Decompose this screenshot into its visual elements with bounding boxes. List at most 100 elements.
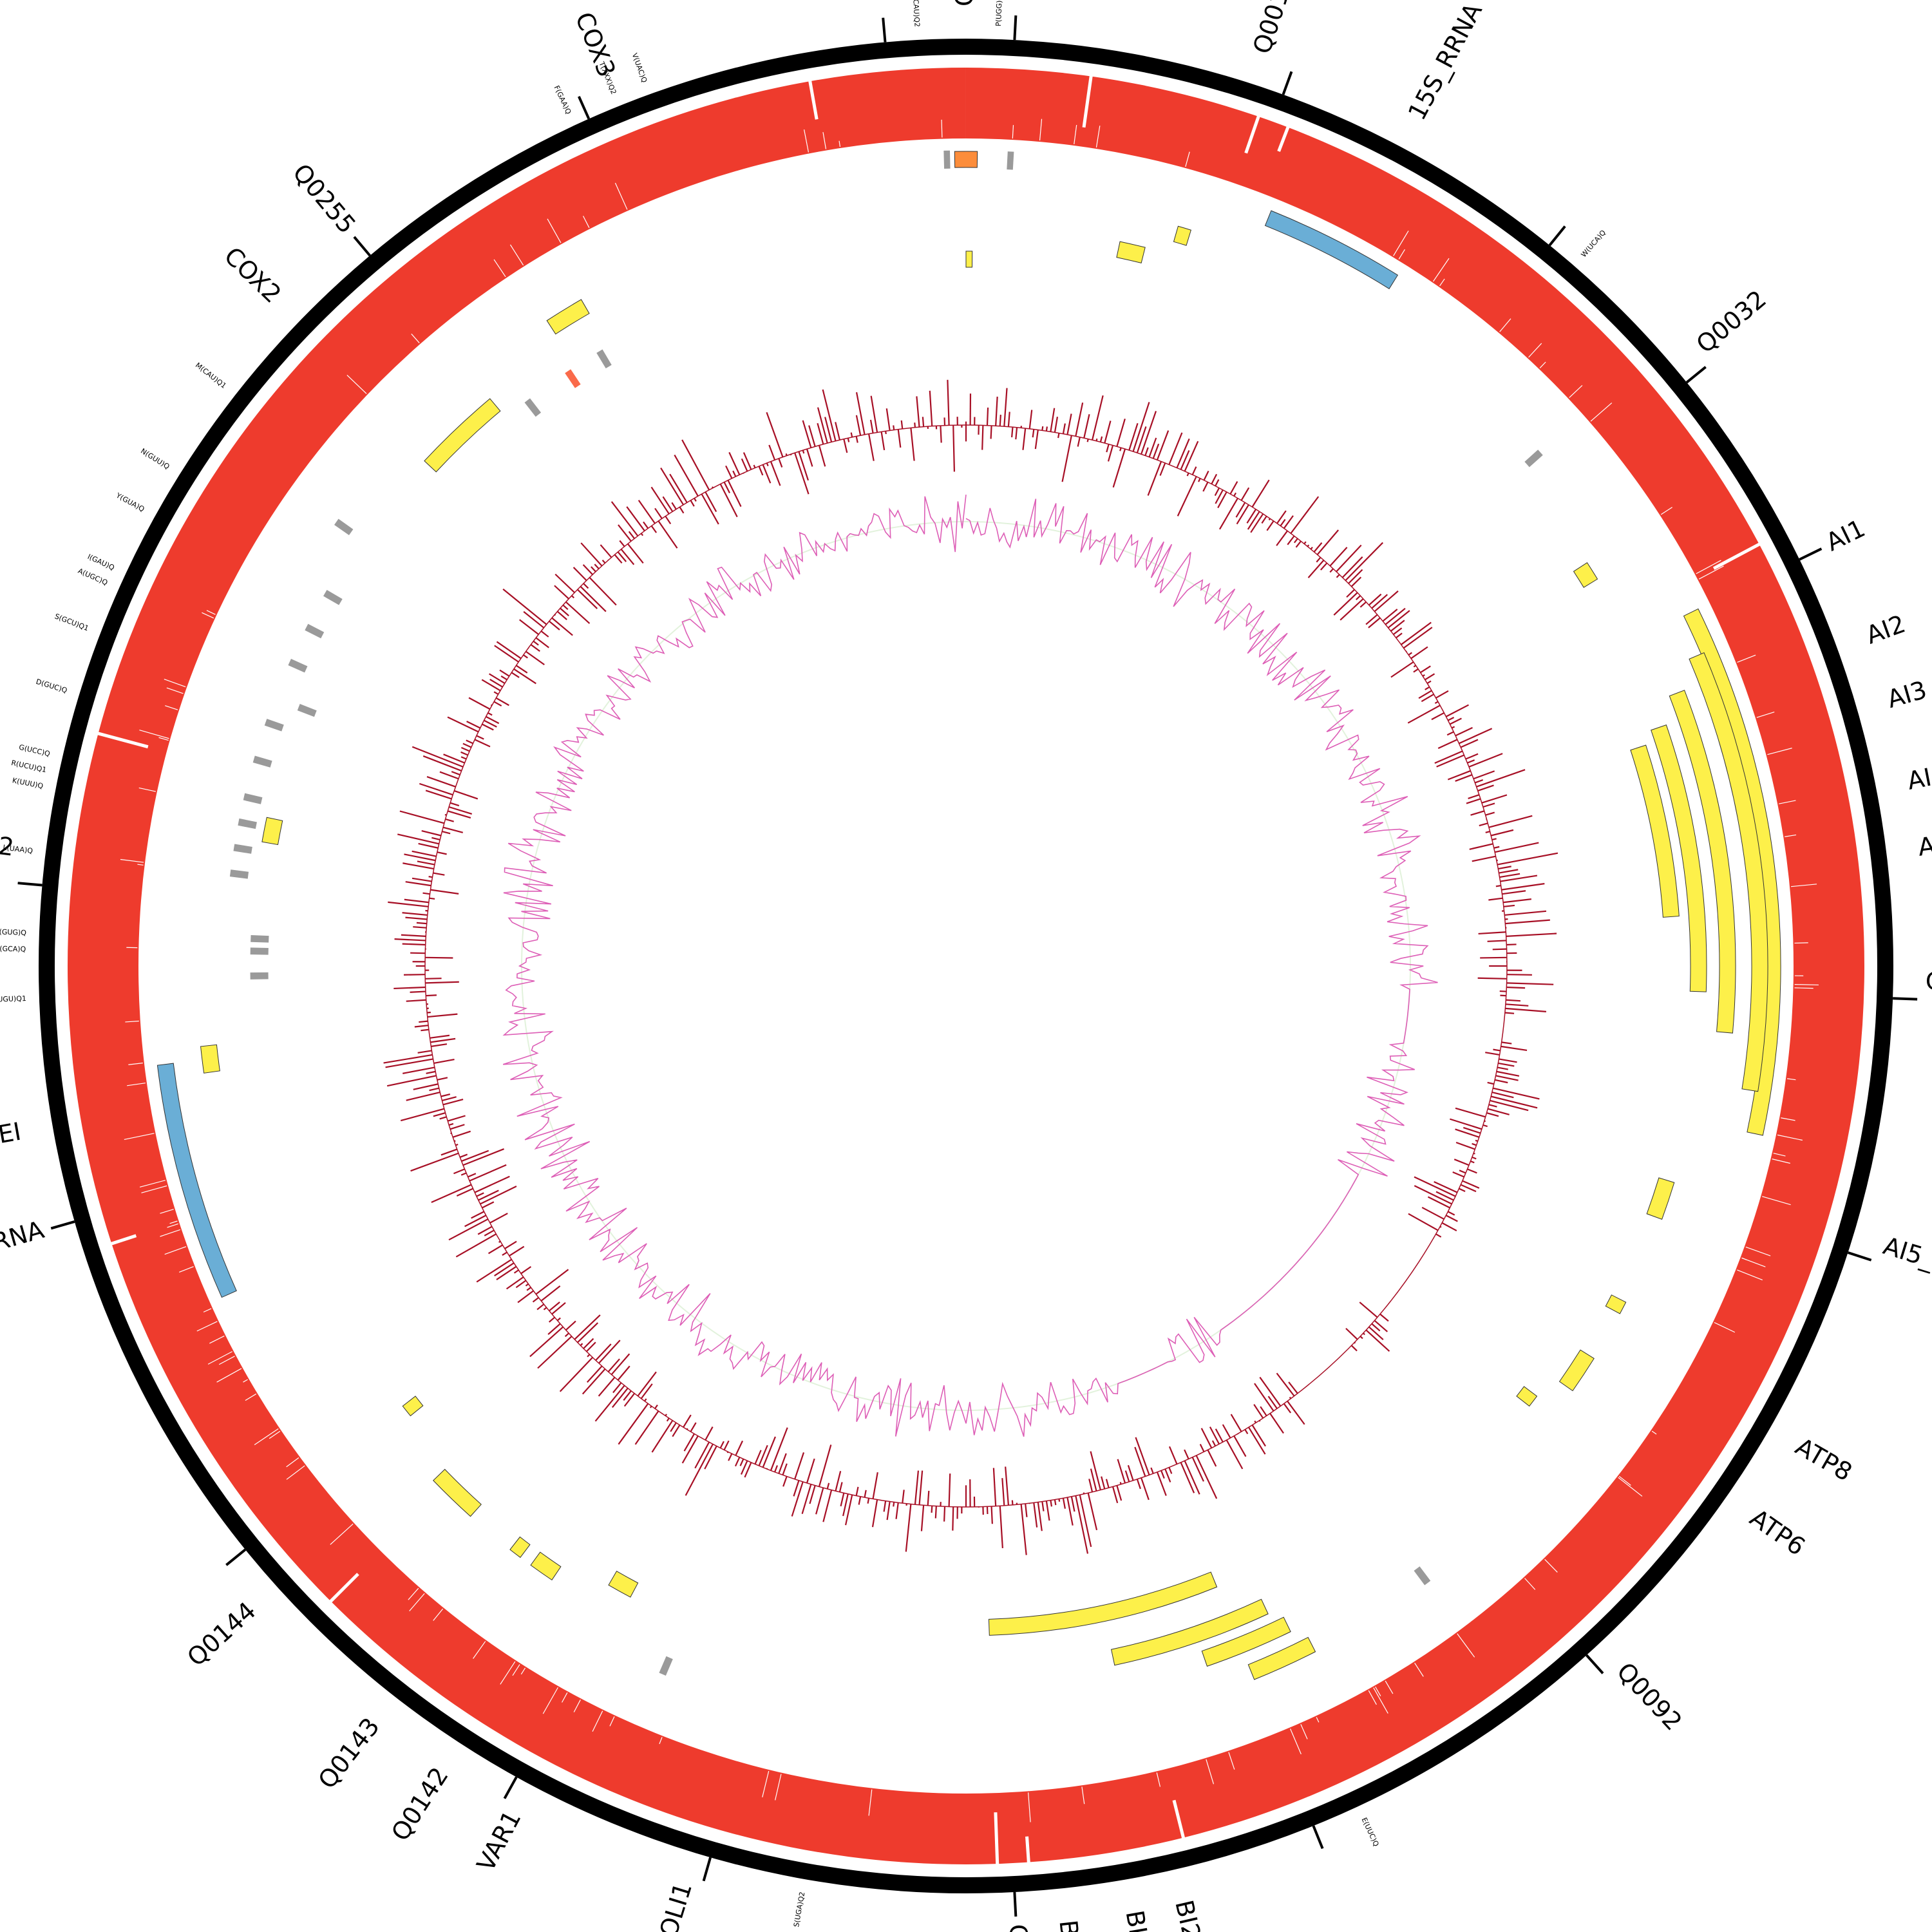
- gc-skew-bar: [1202, 482, 1209, 492]
- coverage-nick: [1762, 1196, 1791, 1206]
- exon-feature: [1116, 241, 1146, 264]
- gc-skew-bar: [619, 540, 625, 547]
- gc-skew-bar: [1230, 1414, 1242, 1432]
- gc-skew-bar: [871, 1499, 878, 1528]
- gc-skew-bar: [515, 1280, 527, 1289]
- gc-skew-bar: [1374, 590, 1399, 612]
- coverage-nick: [218, 1356, 235, 1365]
- gc-skew-bar: [650, 525, 658, 533]
- gc-skew-bar: [793, 1480, 800, 1497]
- trna-feature: [250, 972, 269, 980]
- gc-skew-bar: [1414, 1176, 1456, 1197]
- gc-skew-bar: [1374, 1320, 1388, 1332]
- gc-skew-bar: [403, 974, 426, 976]
- gc-skew-bar: [532, 1296, 539, 1303]
- gc-skew-bar: [681, 439, 710, 491]
- gc-skew-bar: [1371, 1323, 1381, 1332]
- gc-skew-bar: [583, 1338, 594, 1349]
- gc-skew-bar: [582, 564, 593, 575]
- gc-skew-bar: [847, 437, 850, 442]
- trna-feature: [323, 590, 343, 605]
- trna-feature: [233, 844, 252, 854]
- coverage-nick: [573, 1700, 581, 1712]
- gc-skew-bar: [471, 1211, 485, 1219]
- exon-feature: [1558, 1349, 1595, 1392]
- gc-skew-bar: [504, 1240, 517, 1249]
- gc-skew-bar: [640, 1383, 653, 1399]
- gc-skew-bar: [952, 1506, 954, 1531]
- gc-skew-bar: [1037, 1502, 1043, 1531]
- gc-skew-bar: [464, 1215, 487, 1227]
- coverage-nick: [1794, 987, 1814, 989]
- gc-skew-bar: [480, 1185, 517, 1205]
- gc-skew-bar: [1469, 843, 1493, 850]
- gc-skew-bar: [1329, 568, 1334, 573]
- trna-label: G(UCC)Q: [18, 743, 51, 759]
- coverage-nick: [124, 1133, 155, 1140]
- gc-skew-bar: [429, 1087, 439, 1092]
- coverage-nick: [160, 1229, 181, 1237]
- gc-skew-bar: [671, 502, 677, 510]
- gc-skew-bar: [502, 1251, 507, 1256]
- gc-skew-bar: [402, 912, 428, 916]
- gc-skew-bar: [502, 588, 547, 625]
- gc-skew-bar: [1062, 1498, 1066, 1509]
- gc-skew-bar: [990, 425, 992, 439]
- gc-skew-bar: [654, 507, 663, 519]
- gc-skew-bar: [1368, 593, 1382, 606]
- gc-skew-bar: [1050, 408, 1056, 432]
- gc-skew-bar: [883, 1501, 887, 1512]
- gc-skew-bar: [1499, 873, 1520, 878]
- exon-feature: [988, 1571, 1218, 1636]
- coverage-nick: [583, 216, 590, 228]
- gc-skew-bar: [527, 647, 529, 649]
- gc-skew-bar: [1307, 560, 1325, 578]
- trna-feature: [524, 398, 542, 417]
- gc-skew-bar: [1329, 547, 1348, 567]
- gene-label: Q0032: [1691, 285, 1772, 359]
- gc-skew-bar: [1233, 1435, 1247, 1457]
- trna-feature: [238, 818, 257, 829]
- gc-skew-bar: [556, 1317, 561, 1321]
- backbone-tick: [1013, 15, 1018, 41]
- coverage-nick: [141, 1185, 167, 1193]
- gc-skew-bar: [589, 577, 617, 606]
- gc-skew-bar: [1105, 1479, 1110, 1488]
- gc-skew-bar: [442, 826, 464, 833]
- gc-skew-bar: [1259, 1376, 1282, 1407]
- coverage-nick: [206, 610, 216, 615]
- gc-skew-bar: [399, 810, 445, 824]
- trna-feature: [596, 349, 612, 369]
- coverage-ring: [67, 68, 1864, 1866]
- gc-skew-bar: [440, 1148, 458, 1156]
- gc-skew-bar: [582, 1368, 606, 1395]
- gc-skew-bar: [594, 564, 600, 569]
- gc-skew-bar: [1088, 1479, 1094, 1493]
- gc-skew-bar: [459, 1153, 468, 1158]
- gc-skew-bar: [840, 1493, 845, 1507]
- gc-skew-bar: [1186, 472, 1189, 477]
- gc-skew-bar: [1504, 910, 1547, 916]
- gc-skew-bar: [719, 1441, 724, 1448]
- gc-skew-bar: [798, 451, 810, 481]
- coverage-nick: [269, 1430, 281, 1439]
- gc-skew-bar: [513, 668, 536, 685]
- gc-skew-bar: [1496, 1070, 1520, 1077]
- gc-skew-bar: [611, 1353, 630, 1376]
- gc-skew-bar: [1222, 1424, 1231, 1439]
- gc-skew-bar: [1497, 1066, 1508, 1070]
- gc-skew-bar: [1032, 429, 1035, 438]
- gene-label: AI5_BETA: [1880, 1231, 1932, 1292]
- trna-feature: [334, 518, 354, 536]
- gc-skew-bar: [1445, 704, 1469, 717]
- gc-skew-bar: [1215, 1428, 1224, 1443]
- gc-skew-bar: [1333, 592, 1358, 616]
- gene-label: BI2: [1170, 1897, 1206, 1932]
- backbone-tick: [1312, 1825, 1324, 1850]
- coverage-nick: [164, 679, 186, 688]
- gc-skew-bar: [723, 1440, 730, 1450]
- gc-skew-bar: [1359, 1302, 1378, 1318]
- gc-skew-bar: [1493, 846, 1500, 849]
- gc-skew-bar: [740, 1460, 748, 1475]
- gc-skew-bar: [462, 743, 472, 748]
